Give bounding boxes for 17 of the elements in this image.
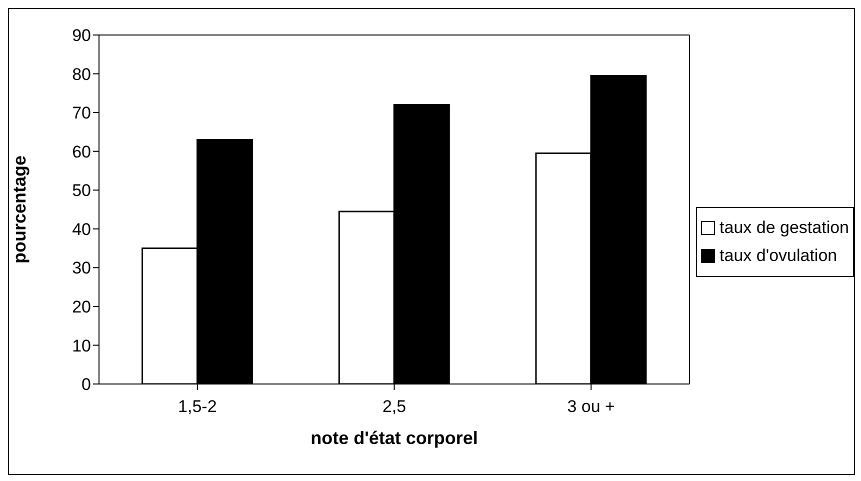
legend-label: taux de gestation xyxy=(720,218,849,238)
x-tick-label: 2,5 xyxy=(382,397,406,416)
y-tick-label: 80 xyxy=(72,64,91,84)
x-tick-label: 3 ou + xyxy=(567,397,616,416)
y-tick-label: 20 xyxy=(72,297,91,316)
legend-label: taux d'ovulation xyxy=(720,246,838,266)
y-tick-label: 50 xyxy=(72,181,91,200)
x-tick-label: 1,5-2 xyxy=(178,397,217,416)
y-tick-label: 40 xyxy=(72,220,91,239)
y-tick-label: 70 xyxy=(72,104,91,123)
y-tick-label: 30 xyxy=(72,258,91,278)
y-tick-label: 0 xyxy=(82,375,91,394)
x-axis-title: note d'état corporel xyxy=(310,428,478,448)
y-axis-title: pourcentage xyxy=(9,155,30,264)
y-tick-label: 60 xyxy=(72,142,91,162)
y-tick-label: 10 xyxy=(72,336,91,356)
y-tick-label: 90 xyxy=(72,26,91,46)
